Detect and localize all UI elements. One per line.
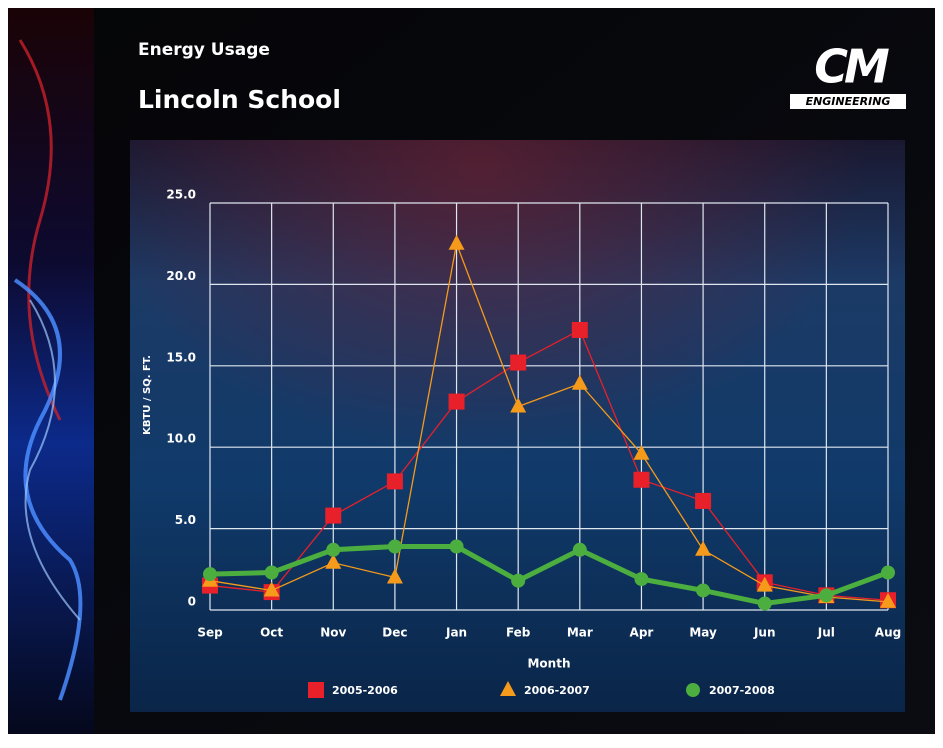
data-point xyxy=(573,543,587,557)
data-point xyxy=(265,566,279,580)
data-point xyxy=(572,322,588,338)
x-tick-label: Mar xyxy=(567,626,593,640)
y-tick-label: 0 xyxy=(188,595,196,609)
x-tick-label: Jan xyxy=(445,626,467,640)
logo-mark: CM xyxy=(814,40,889,94)
data-point xyxy=(510,355,526,371)
y-tick-label: 10.0 xyxy=(166,432,196,446)
x-tick-label: Dec xyxy=(382,626,407,640)
x-tick-label: Oct xyxy=(260,626,283,640)
data-point xyxy=(695,493,711,509)
y-axis-label: KBTU / SQ. FT. xyxy=(142,355,153,435)
x-tick-label: Jul xyxy=(817,626,835,640)
y-tick-label: 25.0 xyxy=(166,188,196,202)
x-tick-label: Sep xyxy=(197,626,223,640)
y-tick-label: 15.0 xyxy=(166,350,196,364)
chart-title: Energy Usage xyxy=(138,40,270,60)
data-point xyxy=(203,567,217,581)
data-point xyxy=(388,540,402,554)
legend-marker xyxy=(308,682,324,698)
x-tick-label: Aug xyxy=(875,626,901,640)
x-axis-label: Month xyxy=(527,657,570,671)
legend-label: 2006-2007 xyxy=(524,684,590,697)
data-point xyxy=(325,508,341,524)
data-point xyxy=(819,588,833,602)
data-point xyxy=(633,472,649,488)
data-point xyxy=(326,543,340,557)
y-tick-label: 5.0 xyxy=(175,513,196,527)
chart-subtitle: Lincoln School xyxy=(138,85,341,114)
page: Energy Usage Lincoln School CM ENGINEERI… xyxy=(0,0,943,744)
legend-label: 2007-2008 xyxy=(709,684,775,697)
x-tick-label: Jun xyxy=(753,626,776,640)
x-tick-label: Apr xyxy=(630,626,654,640)
x-tick-label: Nov xyxy=(320,626,346,640)
decor-strip xyxy=(8,8,94,734)
x-tick-label: May xyxy=(689,626,717,640)
legend-marker xyxy=(686,683,700,697)
logo-label: ENGINEERING xyxy=(806,95,891,108)
data-point xyxy=(387,473,403,489)
data-point xyxy=(881,566,895,580)
data-point xyxy=(696,583,710,597)
data-point xyxy=(449,394,465,410)
x-tick-label: Feb xyxy=(506,626,531,640)
data-point xyxy=(758,596,772,610)
data-point xyxy=(511,574,525,588)
y-tick-label: 20.0 xyxy=(166,269,196,283)
data-point xyxy=(634,572,648,586)
legend-label: 2005-2006 xyxy=(332,684,398,697)
data-point xyxy=(450,540,464,554)
